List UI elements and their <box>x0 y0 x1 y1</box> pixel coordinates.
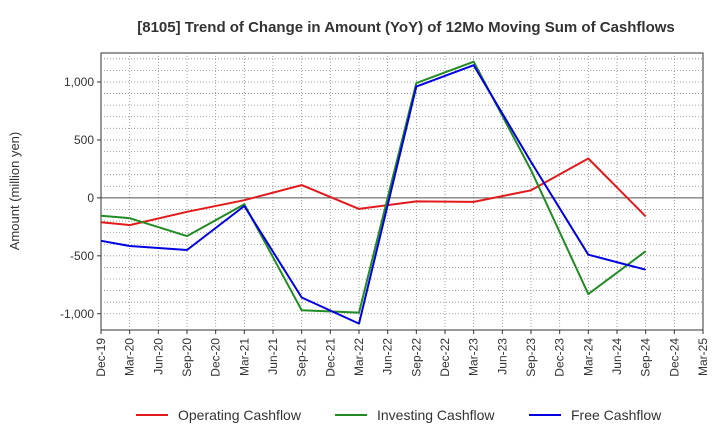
x-tick-label: Jun-20 <box>151 338 165 375</box>
y-tick-label: -500 <box>70 249 94 263</box>
x-tick-label: Mar-24 <box>581 338 595 376</box>
x-tick-label: Sep-22 <box>409 338 423 377</box>
x-tick-label: Dec-23 <box>553 338 567 377</box>
y-axis-ticks: -1,000 -500 0 500 1,000 <box>60 75 101 321</box>
legend-label-investing-cashflow: Investing Cashflow <box>377 407 495 423</box>
y-axis-label: Amount (million yen) <box>7 132 22 251</box>
x-tick-label: Mar-20 <box>123 338 137 376</box>
y-tick-label: 500 <box>74 133 94 147</box>
x-tick-label: Jun-24 <box>610 338 624 375</box>
series-lines <box>100 60 647 325</box>
x-tick-label: Sep-24 <box>639 338 653 377</box>
x-tick-label: Mar-22 <box>352 338 366 376</box>
legend-label-operating-cashflow: Operating Cashflow <box>178 407 302 423</box>
x-tick-label: Mar-21 <box>237 338 251 376</box>
legend-label-free-cashflow: Free Cashflow <box>571 407 662 423</box>
investing-cashflow-line <box>100 60 647 314</box>
y-tick-label: 1,000 <box>64 75 94 89</box>
y-tick-label: 0 <box>87 191 94 205</box>
x-tick-label: Dec-19 <box>94 338 108 377</box>
x-axis-ticks: Dec-19 Mar-20 Jun-20 Sep-20 Dec-20 Mar-21 Jun-… <box>94 330 710 377</box>
x-tick-label: Mar-23 <box>467 338 481 376</box>
x-tick-label: Dec-21 <box>323 338 337 377</box>
chart-title: [8105] Trend of Change in Amount (YoY) o… <box>137 19 675 36</box>
operating-cashflow-line <box>100 157 647 227</box>
grid-lines <box>101 53 703 330</box>
x-tick-label: Dec-22 <box>438 338 452 377</box>
free-cashflow-line <box>100 64 646 325</box>
x-tick-label: Jun-21 <box>266 338 280 375</box>
x-tick-label: Jun-22 <box>381 338 395 375</box>
plot-area <box>100 52 704 331</box>
x-tick-label: Dec-24 <box>667 338 681 377</box>
x-tick-label: Sep-20 <box>180 338 194 377</box>
x-tick-label: Dec-20 <box>209 338 223 377</box>
x-tick-label: Sep-21 <box>295 338 309 377</box>
x-tick-label: Mar-25 <box>696 338 710 376</box>
legend: Operating Cashflow Investing Cashflow Free… <box>136 407 662 423</box>
x-tick-label: Sep-23 <box>524 338 538 377</box>
y-tick-label: -1,000 <box>60 307 94 321</box>
x-tick-label: Jun-23 <box>495 338 509 375</box>
